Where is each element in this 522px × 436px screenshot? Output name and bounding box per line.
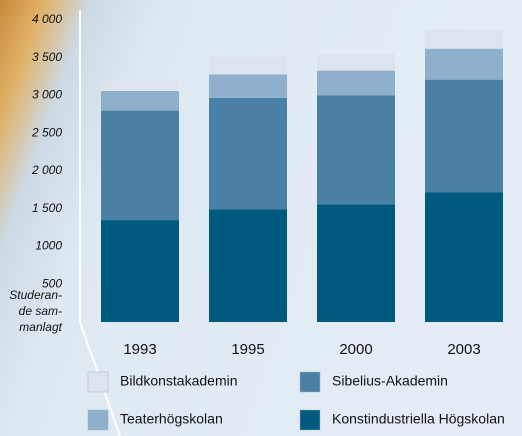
bar-segment bbox=[209, 209, 287, 322]
bar-segment bbox=[317, 53, 395, 71]
bar-segment bbox=[209, 56, 287, 75]
y-tick-label: 1 500 bbox=[32, 201, 62, 215]
y-tick-label: 3 500 bbox=[32, 50, 62, 64]
legend-swatch bbox=[299, 371, 321, 393]
bar-segment bbox=[317, 70, 395, 96]
legend-label: Teaterhögskolan bbox=[120, 411, 223, 427]
bar-segment bbox=[101, 110, 179, 221]
y-tick-label: 2 000 bbox=[31, 163, 62, 177]
y-tick-label: 3 000 bbox=[32, 88, 62, 102]
y-tick-label: 2 500 bbox=[31, 125, 62, 139]
y-tick-label: 1000 bbox=[35, 239, 62, 253]
bar-segment bbox=[101, 90, 179, 111]
x-tick-label: 2003 bbox=[447, 341, 480, 358]
x-tick-label: 1993 bbox=[123, 341, 156, 358]
bar-segment bbox=[317, 95, 395, 205]
bar-segment bbox=[209, 97, 287, 210]
bar-segment bbox=[425, 29, 503, 49]
y-axis-label: manlagt bbox=[19, 320, 62, 334]
legend-swatch bbox=[87, 371, 109, 393]
y-tick-label: 4 000 bbox=[32, 12, 62, 26]
legend-swatch bbox=[87, 409, 109, 431]
legend-swatch bbox=[299, 409, 321, 431]
bar-segment bbox=[425, 79, 503, 193]
bar-segment bbox=[101, 80, 179, 91]
x-tick-label: 1995 bbox=[231, 341, 264, 358]
bar-segment bbox=[317, 204, 395, 322]
bar-segment bbox=[425, 192, 503, 322]
bar-segment bbox=[209, 74, 287, 98]
legend-label: Bildkonstakademin bbox=[120, 373, 238, 389]
x-tick-label: 2000 bbox=[339, 341, 372, 358]
bar-segment bbox=[101, 220, 179, 322]
legend-label: Konstindustriella Högskolan bbox=[332, 411, 505, 427]
legend-label: Sibelius-Akademin bbox=[332, 373, 448, 389]
y-axis-label: Studeran- bbox=[9, 288, 62, 302]
bar-segment bbox=[425, 48, 503, 80]
y-tick-label: 500 bbox=[42, 276, 62, 290]
y-axis-label: de sam- bbox=[19, 304, 62, 318]
